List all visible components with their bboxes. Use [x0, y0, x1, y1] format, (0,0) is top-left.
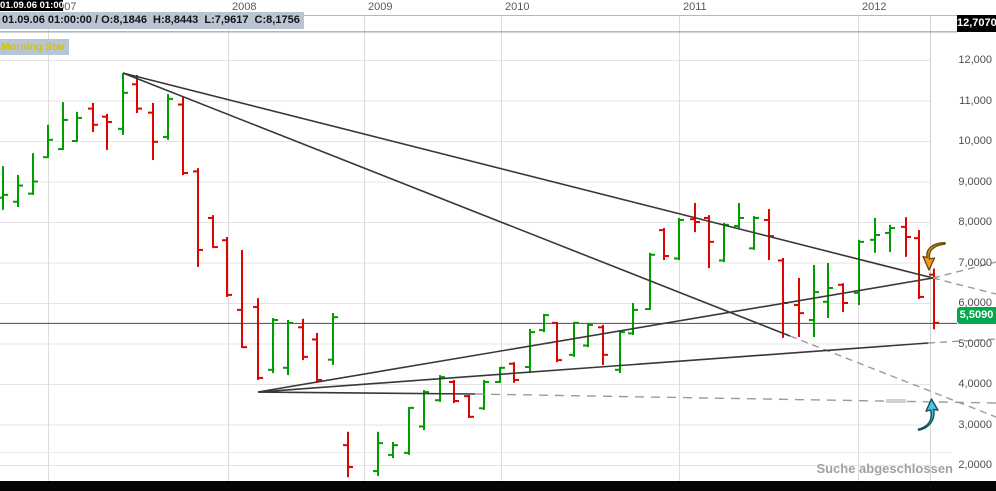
up-arrow-icon[interactable] [916, 397, 942, 436]
y-axis-tick-label: 7,0000 [958, 256, 992, 269]
y-axis-tick-label: 10,000 [958, 135, 992, 147]
x-axis-year-label: 2011 [683, 1, 707, 13]
x-axis-year-label: 2010 [505, 1, 530, 13]
x-axis-year-label: 2009 [368, 1, 393, 13]
high-price-marker-box: 12,7070 [957, 15, 996, 33]
pattern-label[interactable]: Morning Star [0, 39, 69, 55]
ohlc-info-label: 01.09.06 01:00:00 / O:8,1846 H:8,8443 L:… [0, 12, 304, 29]
y-axis-tick-label: 2,0000 [958, 459, 992, 471]
down-arrow-icon[interactable] [922, 242, 948, 277]
y-axis-tick-label: 9,0000 [958, 175, 992, 188]
x-axis-year-label: 2012 [862, 1, 887, 13]
crosshair-date-tooltip: 01.09.06 01:00:00 [0, 0, 63, 11]
y-axis-tick-label: 5,0000 [958, 337, 992, 350]
y-axis-tick-label: 12,000 [958, 54, 992, 66]
y-axis-tick-label: 3,0000 [958, 418, 992, 431]
y-axis-tick-label: 4,0000 [958, 378, 992, 390]
y-axis-tick-label: 8,0000 [958, 216, 992, 228]
last-price-marker-box: 5,5090 [957, 306, 996, 324]
x-axis-year-label: 2008 [232, 1, 257, 13]
status-text: Suche abgeschlossen [816, 461, 953, 476]
bottom-black-bar [0, 481, 996, 491]
y-axis-tick-label: 6,0000 [958, 297, 992, 309]
y-axis-tick-label: 11,000 [959, 94, 992, 107]
